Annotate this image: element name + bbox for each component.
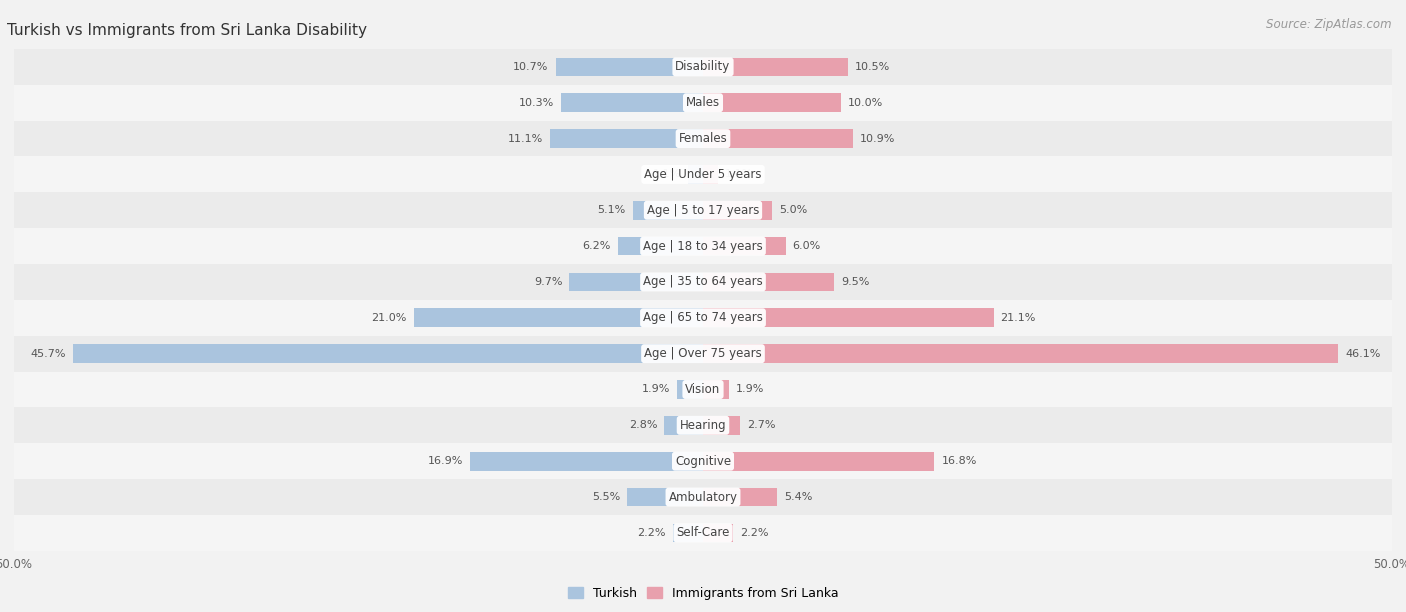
Text: Females: Females [679, 132, 727, 145]
Bar [703, 272, 834, 291]
Bar [676, 380, 703, 399]
Text: Vision: Vision [685, 383, 721, 396]
Bar [0, 264, 1406, 300]
Text: Cognitive: Cognitive [675, 455, 731, 468]
Text: 5.0%: 5.0% [779, 205, 807, 215]
Bar [0, 121, 1406, 157]
Bar [703, 416, 740, 435]
Text: Males: Males [686, 96, 720, 109]
Text: 21.0%: 21.0% [371, 313, 406, 323]
Bar [633, 201, 703, 220]
Text: Self-Care: Self-Care [676, 526, 730, 539]
Text: Age | 18 to 34 years: Age | 18 to 34 years [643, 240, 763, 253]
Bar [703, 165, 718, 184]
Bar [73, 345, 703, 363]
Text: Age | 65 to 74 years: Age | 65 to 74 years [643, 312, 763, 324]
Text: 45.7%: 45.7% [31, 349, 66, 359]
Bar [0, 515, 1406, 551]
Bar [0, 49, 1406, 85]
Bar [0, 443, 1406, 479]
Bar [672, 523, 703, 542]
Text: Age | Under 5 years: Age | Under 5 years [644, 168, 762, 181]
Bar [561, 94, 703, 112]
Bar [703, 488, 778, 506]
Bar [703, 237, 786, 255]
Text: 9.7%: 9.7% [534, 277, 562, 287]
Bar [617, 237, 703, 255]
Bar [0, 85, 1406, 121]
Text: 10.0%: 10.0% [848, 98, 883, 108]
Text: 6.2%: 6.2% [582, 241, 610, 251]
Text: 21.1%: 21.1% [1001, 313, 1036, 323]
Text: Age | 5 to 17 years: Age | 5 to 17 years [647, 204, 759, 217]
Bar [703, 380, 730, 399]
Text: 10.3%: 10.3% [519, 98, 554, 108]
Text: 2.7%: 2.7% [747, 420, 776, 430]
Bar [0, 336, 1406, 371]
Text: Turkish vs Immigrants from Sri Lanka Disability: Turkish vs Immigrants from Sri Lanka Dis… [7, 23, 367, 38]
Text: 2.2%: 2.2% [740, 528, 769, 538]
Legend: Turkish, Immigrants from Sri Lanka: Turkish, Immigrants from Sri Lanka [562, 582, 844, 605]
Bar [0, 228, 1406, 264]
Text: 2.8%: 2.8% [628, 420, 658, 430]
Text: 1.9%: 1.9% [737, 384, 765, 395]
Text: Age | Over 75 years: Age | Over 75 years [644, 347, 762, 360]
Text: 5.5%: 5.5% [592, 492, 620, 502]
Text: 46.1%: 46.1% [1346, 349, 1381, 359]
Bar [0, 479, 1406, 515]
Text: Ambulatory: Ambulatory [668, 491, 738, 504]
Text: 1.9%: 1.9% [641, 384, 669, 395]
Text: 9.5%: 9.5% [841, 277, 869, 287]
Bar [627, 488, 703, 506]
Bar [703, 201, 772, 220]
Bar [413, 308, 703, 327]
Text: 5.4%: 5.4% [785, 492, 813, 502]
Bar [0, 157, 1406, 192]
Bar [569, 272, 703, 291]
Text: 16.9%: 16.9% [427, 456, 463, 466]
Text: 1.1%: 1.1% [725, 170, 754, 179]
Bar [703, 308, 994, 327]
Text: 10.7%: 10.7% [513, 62, 548, 72]
Text: 10.9%: 10.9% [860, 133, 896, 144]
Text: Hearing: Hearing [679, 419, 727, 432]
Bar [703, 523, 734, 542]
Bar [470, 452, 703, 471]
Bar [550, 129, 703, 148]
Bar [0, 300, 1406, 336]
Bar [555, 58, 703, 76]
Text: 11.1%: 11.1% [508, 133, 543, 144]
Bar [703, 345, 1339, 363]
Text: Disability: Disability [675, 61, 731, 73]
Bar [703, 129, 853, 148]
Bar [0, 192, 1406, 228]
Text: Age | 35 to 64 years: Age | 35 to 64 years [643, 275, 763, 288]
Text: 2.2%: 2.2% [637, 528, 666, 538]
Text: Source: ZipAtlas.com: Source: ZipAtlas.com [1267, 18, 1392, 31]
Text: 10.5%: 10.5% [855, 62, 890, 72]
Bar [0, 408, 1406, 443]
Text: 6.0%: 6.0% [793, 241, 821, 251]
Bar [703, 94, 841, 112]
Bar [688, 165, 703, 184]
Bar [665, 416, 703, 435]
Text: 5.1%: 5.1% [598, 205, 626, 215]
Bar [703, 58, 848, 76]
Bar [0, 371, 1406, 408]
Bar [703, 452, 935, 471]
Text: 1.1%: 1.1% [652, 170, 681, 179]
Text: 16.8%: 16.8% [942, 456, 977, 466]
